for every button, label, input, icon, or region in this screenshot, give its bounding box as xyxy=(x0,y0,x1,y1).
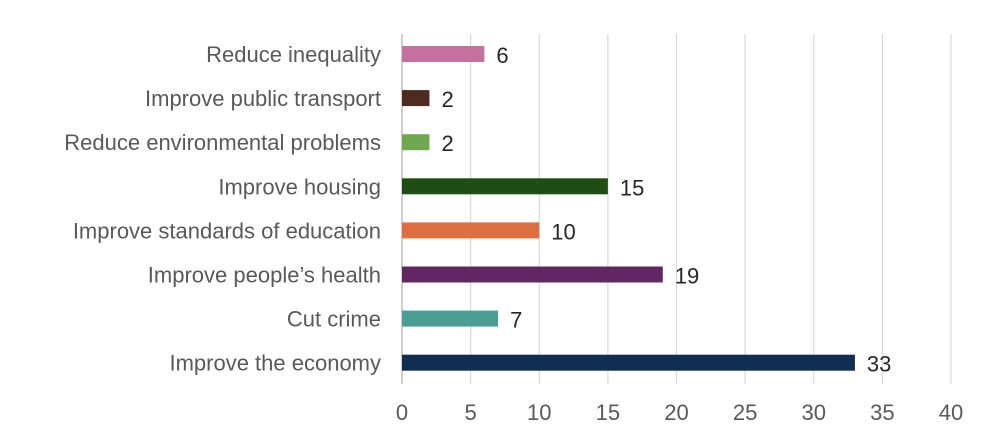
x-tick-label: 0 xyxy=(396,400,408,425)
bar xyxy=(402,266,663,283)
x-tick-label: 20 xyxy=(664,400,688,425)
x-tick-label: 15 xyxy=(596,400,620,425)
data-label: 19 xyxy=(675,264,699,289)
bar xyxy=(402,310,499,327)
category-label: Cut crime xyxy=(287,307,381,332)
data-label: 33 xyxy=(867,352,891,377)
gridlines xyxy=(401,34,952,384)
category-label: Improve people’s health xyxy=(148,263,381,288)
bar xyxy=(402,46,485,62)
category-label: Reduce environmental problems xyxy=(64,130,381,155)
bar-series xyxy=(402,46,855,371)
bar xyxy=(402,178,608,195)
category-label: Improve the economy xyxy=(169,351,381,376)
bar xyxy=(402,134,430,151)
x-tick-label: 10 xyxy=(527,400,551,425)
data-label: 2 xyxy=(441,131,453,156)
category-label: Improve housing xyxy=(218,174,381,199)
category-label: Improve standards of education xyxy=(73,218,381,243)
x-tick-label: 35 xyxy=(870,400,894,425)
x-tick-label: 25 xyxy=(733,400,757,425)
data-label: 7 xyxy=(510,308,522,333)
x-tick-label: 40 xyxy=(939,400,963,425)
bar xyxy=(402,90,430,107)
data-label: 10 xyxy=(551,219,575,244)
bar xyxy=(402,222,540,239)
x-tick-label: 30 xyxy=(802,400,826,425)
category-label: Improve public transport xyxy=(145,86,381,111)
category-labels: Reduce inequality Improve public transpor… xyxy=(64,42,381,376)
bar xyxy=(402,354,855,371)
data-labels: 6 2 2 15 10 19 7 33 xyxy=(441,43,891,377)
category-label: Reduce inequality xyxy=(206,42,381,67)
x-axis-ticks: 0 5 10 15 20 25 30 35 40 xyxy=(396,400,963,425)
x-tick-label: 5 xyxy=(465,400,477,425)
data-label: 2 xyxy=(441,87,453,112)
data-label: 6 xyxy=(496,43,508,68)
data-label: 15 xyxy=(620,175,644,200)
